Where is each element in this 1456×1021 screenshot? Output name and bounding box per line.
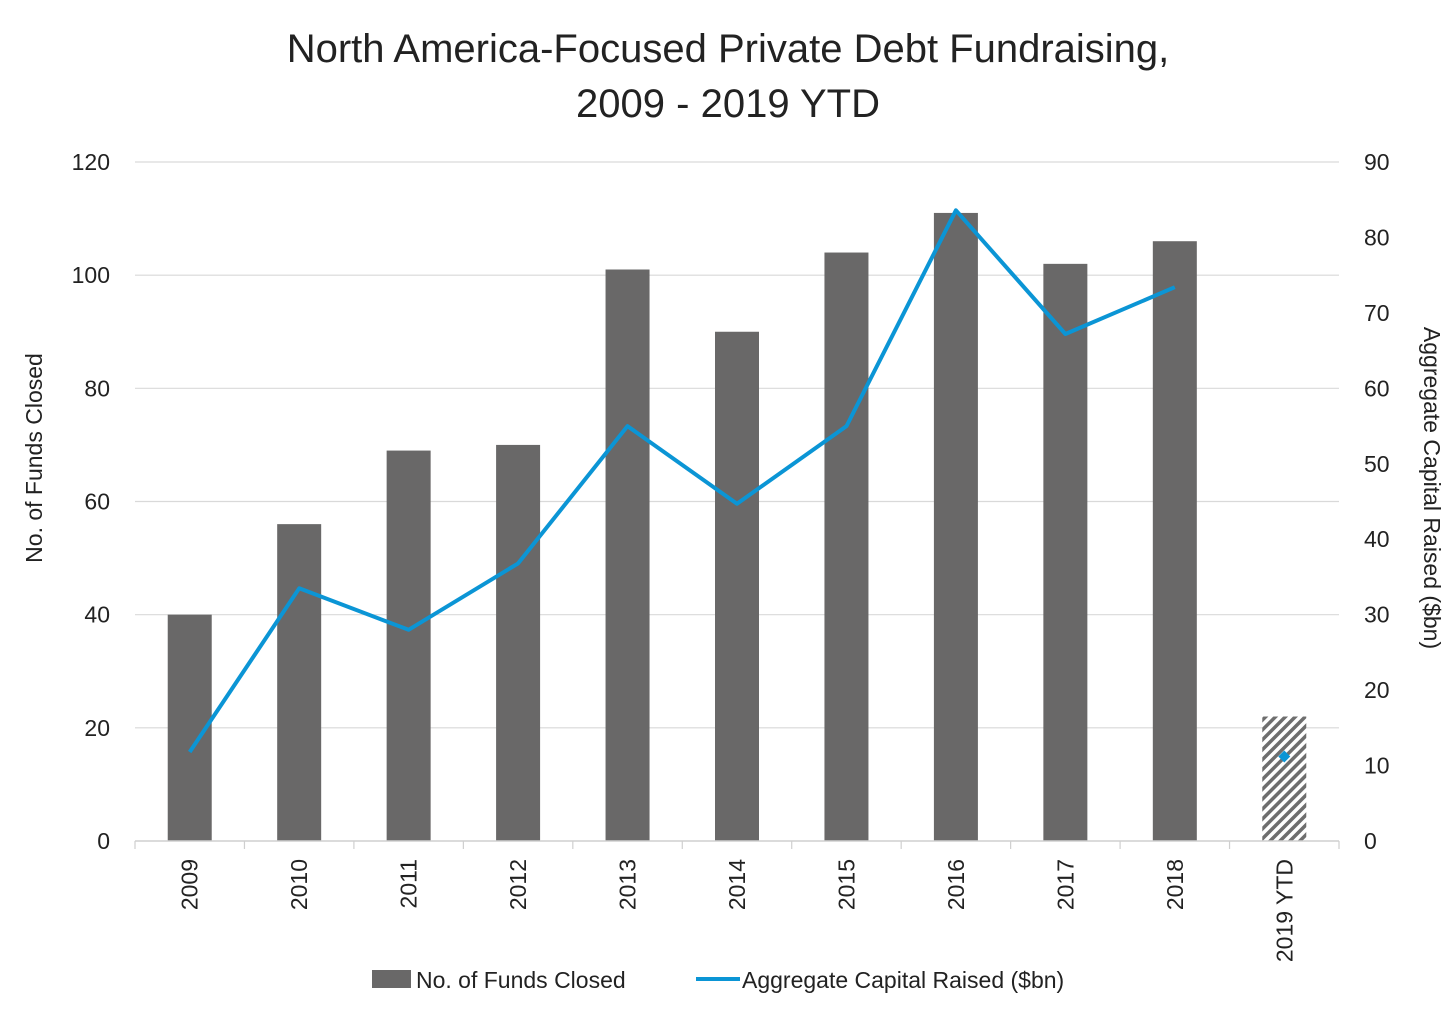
y2-tick-label: 70 bbox=[1364, 300, 1390, 326]
y2-tick-label: 60 bbox=[1364, 375, 1390, 401]
x-tick-label: 2017 bbox=[1052, 859, 1078, 910]
y-tick-label: 40 bbox=[84, 602, 110, 628]
line-series bbox=[188, 208, 1291, 763]
y2-tick-label: 90 bbox=[1364, 149, 1390, 175]
y-tick-label: 0 bbox=[97, 828, 110, 854]
x-tick-label: 2015 bbox=[833, 859, 859, 910]
bar bbox=[1152, 241, 1197, 841]
y-tick-label: 80 bbox=[84, 375, 110, 401]
bar-series bbox=[167, 212, 1307, 842]
bar bbox=[1043, 263, 1088, 842]
line-path bbox=[188, 208, 1176, 754]
bar bbox=[386, 450, 431, 841]
line-point-marker bbox=[1278, 750, 1291, 763]
x-tick-label: 2010 bbox=[286, 859, 312, 910]
x-tick-label: 2009 bbox=[177, 859, 203, 910]
x-tick-label: 2013 bbox=[615, 859, 641, 910]
y2-tick-label: 10 bbox=[1364, 753, 1390, 779]
legend-swatch-bars bbox=[372, 970, 411, 988]
y-tick-label: 20 bbox=[84, 715, 110, 741]
y2-tick-label: 0 bbox=[1364, 828, 1377, 854]
y2-tick-label: 30 bbox=[1364, 602, 1390, 628]
y-tick-label: 60 bbox=[84, 489, 110, 515]
x-tick-label: 2011 bbox=[396, 859, 422, 908]
axis-ticks: 0 20 40 60 80 100 120 0 10 20 30 40 50 60 70 80 90 2009 20… bbox=[72, 149, 1390, 962]
x-tick-label: 2018 bbox=[1162, 859, 1188, 910]
x-tick-label: 2016 bbox=[943, 859, 969, 910]
bar bbox=[605, 269, 650, 842]
y2-axis-title: Aggregate Capital Raised ($bn) bbox=[1419, 327, 1445, 649]
legend-label-line: Aggregate Capital Raised ($bn) bbox=[742, 967, 1064, 993]
y2-tick-label: 50 bbox=[1364, 451, 1390, 477]
y-tick-label: 120 bbox=[72, 149, 110, 175]
y2-tick-label: 80 bbox=[1364, 224, 1390, 250]
legend-label-bars: No. of Funds Closed bbox=[416, 967, 626, 993]
bar bbox=[277, 524, 322, 841]
x-tick-label: 2014 bbox=[724, 859, 750, 910]
y-tick-label: 100 bbox=[72, 262, 110, 288]
bar bbox=[933, 212, 978, 842]
bar bbox=[496, 444, 541, 841]
x-tick-label: 2012 bbox=[505, 859, 531, 910]
chart-title: North America-Focused Private Debt Fundr… bbox=[287, 27, 1170, 71]
bar bbox=[824, 252, 869, 842]
x-tick-label: 2019 YTD bbox=[1271, 859, 1297, 962]
y2-tick-label: 20 bbox=[1364, 677, 1390, 703]
y-axis-title: No. of Funds Closed bbox=[21, 353, 47, 563]
chart-subtitle: 2009 - 2019 YTD bbox=[576, 82, 880, 126]
bar bbox=[1262, 716, 1307, 841]
bar bbox=[715, 331, 759, 841]
legend: No. of Funds Closed Aggregate Capital Ra… bbox=[372, 967, 1064, 993]
y2-tick-label: 40 bbox=[1364, 526, 1390, 552]
